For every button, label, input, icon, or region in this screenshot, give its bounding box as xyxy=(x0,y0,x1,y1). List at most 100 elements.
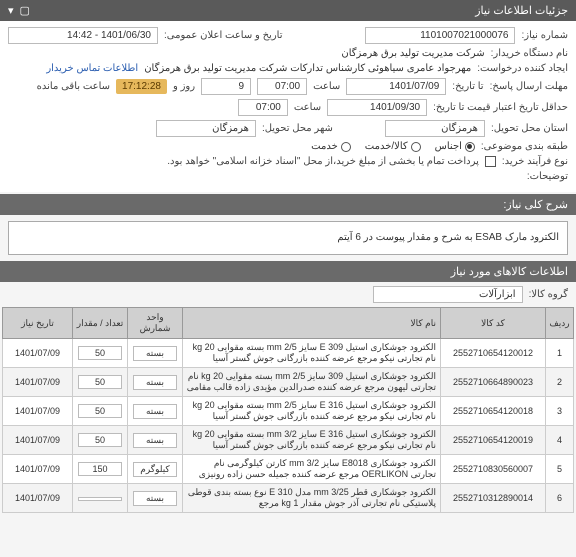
cell-idx: 2 xyxy=(546,368,574,397)
time-label-2: ساعت xyxy=(294,102,321,113)
th-idx: ردیف xyxy=(546,308,574,339)
announce-label: تاریخ و ساعت اعلان عمومی: xyxy=(164,30,283,41)
remain-suffix: ساعت باقی مانده xyxy=(37,81,110,92)
city-label: شهر محل تحویل: xyxy=(262,123,333,134)
cell-date: 1401/07/09 xyxy=(3,426,73,455)
radio-service[interactable]: خدمت xyxy=(311,141,351,152)
cell-name: الکترود جوشکاری استیل E 316 سایز mm 3/2 … xyxy=(183,426,441,455)
cell-name: الکترود جوشکاری استیل 309 سایز mm 2/5 بس… xyxy=(183,368,441,397)
deadline-label: مهلت ارسال پاسخ: xyxy=(490,81,568,92)
toggle-icon[interactable]: ▾ xyxy=(8,4,14,17)
province-label: استان محل تحویل: xyxy=(491,123,568,134)
requester-label: ایجاد کننده درخواست: xyxy=(477,63,568,74)
cell-unit: بسته xyxy=(128,484,183,513)
radio-dot-icon xyxy=(411,142,421,152)
cell-qty[interactable]: 50 xyxy=(73,368,128,397)
cell-name: الکترود جوشکاری استیل E 316 سایز mm 2/5 … xyxy=(183,397,441,426)
table-row: 22552710664890023الکترود جوشکاری استیل 3… xyxy=(3,368,574,397)
table-row: 52552710830560007الکترود جوشکاری E8018 س… xyxy=(3,455,574,484)
radio-service-label: خدمت xyxy=(311,141,338,152)
cell-idx: 1 xyxy=(546,339,574,368)
need-title-box: الکترود مارک ESAB به شرح و مقدار پیوست د… xyxy=(8,221,568,255)
time-label-1: ساعت xyxy=(313,81,340,92)
group-label: گروه کالا: xyxy=(529,289,568,300)
cell-qty[interactable]: 150 xyxy=(73,455,128,484)
cell-qty[interactable]: 50 xyxy=(73,426,128,455)
radio-goods-service[interactable]: کالا/خدمت xyxy=(365,141,421,152)
subject-type-label: طبقه بندی موضوعی: xyxy=(481,141,568,152)
purchase-type-label: نوع فرآیند خرید: xyxy=(502,156,568,167)
cell-unit: بسته xyxy=(128,339,183,368)
table-row: 62552710312890014الکترود جوشکاری قطر mm … xyxy=(3,484,574,513)
radio-dot-icon xyxy=(465,142,475,152)
validity-date: 1401/09/30 xyxy=(327,99,427,116)
cell-unit: بسته xyxy=(128,397,183,426)
cell-code: 2552710312890014 xyxy=(441,484,546,513)
cell-unit: بسته xyxy=(128,368,183,397)
cell-code: 2552710654120019 xyxy=(441,426,546,455)
province-field: هرمزگان xyxy=(385,120,485,137)
cell-code: 2552710830560007 xyxy=(441,455,546,484)
countdown-badge: 17:12:28 xyxy=(116,79,167,94)
th-unit: واحد شمارش xyxy=(128,308,183,339)
cell-idx: 6 xyxy=(546,484,574,513)
th-code: کد کالا xyxy=(441,308,546,339)
goods-table: ردیف کد کالا نام کالا واحد شمارش تعداد /… xyxy=(2,307,574,513)
cell-code: 2552710654120012 xyxy=(441,339,546,368)
cell-qty[interactable]: 50 xyxy=(73,397,128,426)
radio-goods[interactable]: اجناس xyxy=(435,141,475,152)
contact-link[interactable]: اطلاعات تماس خریدار xyxy=(46,63,138,74)
th-name: نام کالا xyxy=(183,308,441,339)
cell-date: 1401/07/09 xyxy=(3,397,73,426)
cell-idx: 4 xyxy=(546,426,574,455)
cell-idx: 3 xyxy=(546,397,574,426)
group-field: ابزارآلات xyxy=(373,286,523,303)
table-row: 32552710654120018الکترود جوشکاری استیل E… xyxy=(3,397,574,426)
checkbox-label: پرداخت تمام یا بخشی از مبلغ خرید،از محل … xyxy=(167,156,479,167)
deadline-time: 07:00 xyxy=(257,78,307,95)
need-no-label: شماره نیاز: xyxy=(521,30,568,41)
deadline-to-label: تا تاریخ: xyxy=(452,81,483,92)
need-no-field: 1101007021000076 xyxy=(365,27,515,44)
deadline-date: 1401/07/09 xyxy=(346,78,446,95)
treasury-checkbox[interactable] xyxy=(485,156,496,167)
city-field: هرمزگان xyxy=(156,120,256,137)
cell-unit: بسته xyxy=(128,426,183,455)
cell-qty[interactable] xyxy=(73,484,128,513)
validity-label: حداقل تاریخ اعتبار قیمت تا تاریخ: xyxy=(433,102,568,113)
form-section: شماره نیاز: 1101007021000076 تاریخ و ساع… xyxy=(0,21,576,192)
remain-days: 9 xyxy=(201,78,251,95)
remain-days-label: روز و xyxy=(173,81,195,92)
table-row: 42552710654120019الکترود جوشکاری استیل E… xyxy=(3,426,574,455)
cell-date: 1401/07/09 xyxy=(3,339,73,368)
cell-code: 2552710664890023 xyxy=(441,368,546,397)
table-row: 12552710654120012الکترود جوشکاری استیل E… xyxy=(3,339,574,368)
cell-name: الکترود جوشکاری استیل E 309 سایز mm 2/5 … xyxy=(183,339,441,368)
subject-radio-group: اجناس کالا/خدمت خدمت xyxy=(311,141,475,152)
cell-name: الکترود جوشکاری E8018 سایز mm 3/2 کارتن … xyxy=(183,455,441,484)
cell-qty[interactable]: 50 xyxy=(73,339,128,368)
need-title-label: شرح کلی نیاز: xyxy=(0,194,576,215)
radio-dot-icon xyxy=(341,142,351,152)
cell-date: 1401/07/09 xyxy=(3,368,73,397)
goods-section-title: اطلاعات کالاهای مورد نیاز xyxy=(0,261,576,282)
info-label: توضیحات: xyxy=(527,171,568,182)
cell-date: 1401/07/09 xyxy=(3,484,73,513)
th-date: تاریخ نیاز xyxy=(3,308,73,339)
collapse-icon[interactable]: ▢ xyxy=(20,4,30,17)
buyer-org-label: نام دستگاه خریدار: xyxy=(491,48,568,59)
cell-date: 1401/07/09 xyxy=(3,455,73,484)
radio-goods-label: اجناس xyxy=(435,141,462,152)
section-title: جزئیات اطلاعات نیاز xyxy=(475,4,568,17)
section-header: جزئیات اطلاعات نیاز ▢ ▾ xyxy=(0,0,576,21)
cell-idx: 5 xyxy=(546,455,574,484)
cell-code: 2552710654120018 xyxy=(441,397,546,426)
th-qty: تعداد / مقدار xyxy=(73,308,128,339)
announce-field: 1401/06/30 - 14:42 xyxy=(8,27,158,44)
validity-time: 07:00 xyxy=(238,99,288,116)
buyer-org-value: شرکت مدیریت تولید برق هرمزگان xyxy=(341,48,484,59)
requester-value: مهرجواد عامری سیاهوئی کارشناس تدارکات شر… xyxy=(144,63,471,74)
cell-name: الکترود جوشکاری قطر mm 3/25 مدل E 310 نو… xyxy=(183,484,441,513)
cell-unit: کیلوگرم xyxy=(128,455,183,484)
radio-goods-service-label: کالا/خدمت xyxy=(365,141,408,152)
